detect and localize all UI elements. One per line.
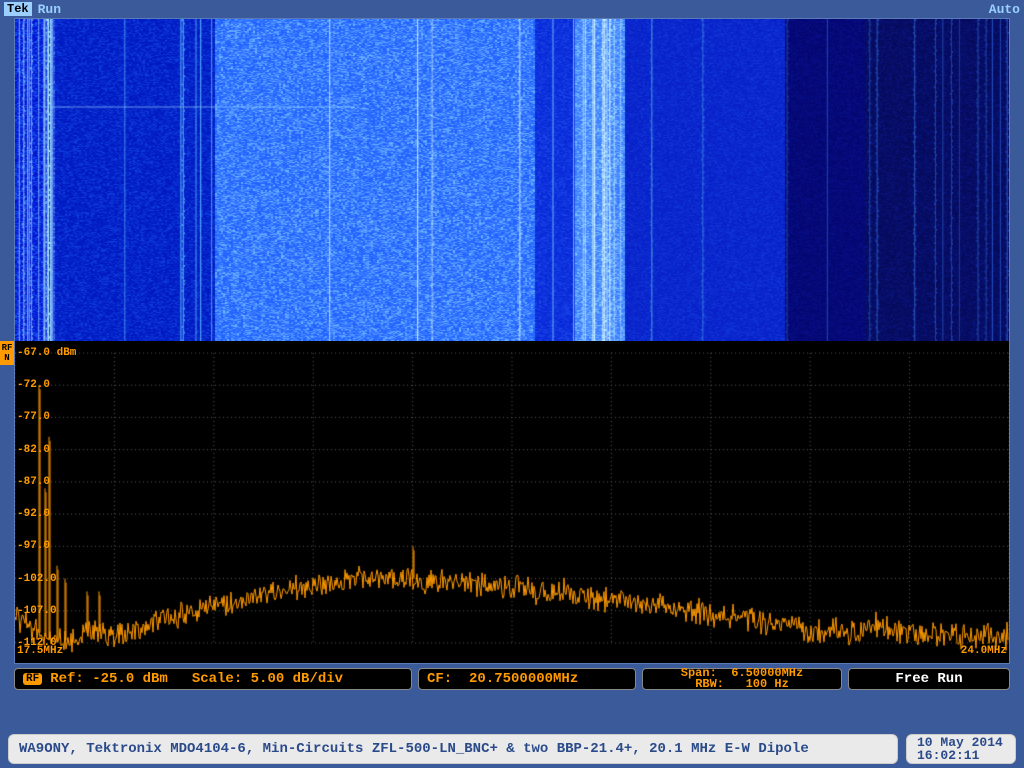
y-tick-label: -77.0 [17,411,50,423]
mode-pill[interactable]: Free Run [848,668,1010,690]
top-bar: Tek Run Auto [0,0,1024,18]
footer-time: 16:02:11 [917,749,979,762]
x-right-label: 24.0MHz [961,645,1007,657]
ref-value: Ref: -25.0 dBm [50,671,168,687]
trigger-status: Auto [989,2,1020,17]
y-tick-label: -67.0 dBm [17,347,76,359]
y-tick-label: -82.0 [17,444,50,456]
scale-value: Scale: 5.00 dB/div [192,671,343,687]
footer-bar: WA9ONY, Tektronix MDO4104-6, Min-Circuit… [8,734,1016,764]
ref-scale-pill[interactable]: RF Ref: -25.0 dBm Scale: 5.00 dB/div [14,668,412,690]
info-bar: RF Ref: -25.0 dBm Scale: 5.00 dB/div CF:… [14,668,1010,690]
y-tick-label: -107.0 [17,605,57,617]
y-tick-label: -97.0 [17,540,50,552]
mode-value: Free Run [895,671,962,687]
x-left-label: 17.5MHz [17,645,63,657]
tek-logo: Tek [4,2,32,16]
span-rbw-pill[interactable]: Span: 6.50000MHz RBW: 100 Hz [642,668,842,690]
main-display: -67.0 dBm -72.0 -77.0 -82.0 -87.0 -92.0 -97.0 -… [14,18,1010,664]
y-tick-label: -102.0 [17,573,57,585]
footer-description: WA9ONY, Tektronix MDO4104-6, Min-Circuit… [8,734,898,764]
y-tick-label: -87.0 [17,476,50,488]
cf-pill[interactable]: CF: 20.7500000MHz [418,668,636,690]
rbw-value: RBW: 100 Hz [695,679,789,690]
run-status: Run [38,2,61,17]
spectrum-plot: -67.0 dBm -72.0 -77.0 -82.0 -87.0 -92.0 -97.0 -… [15,343,1009,663]
cf-value: CF: 20.7500000MHz [427,671,578,687]
y-tick-label: -92.0 [17,508,50,520]
waterfall-spectrogram [15,19,1009,341]
rf-side-tab[interactable]: RF N [0,341,14,365]
y-tick-label: -72.0 [17,379,50,391]
rf-badge: RF [23,673,42,685]
footer-datetime: 10 May 2014 16:02:11 [906,734,1016,764]
